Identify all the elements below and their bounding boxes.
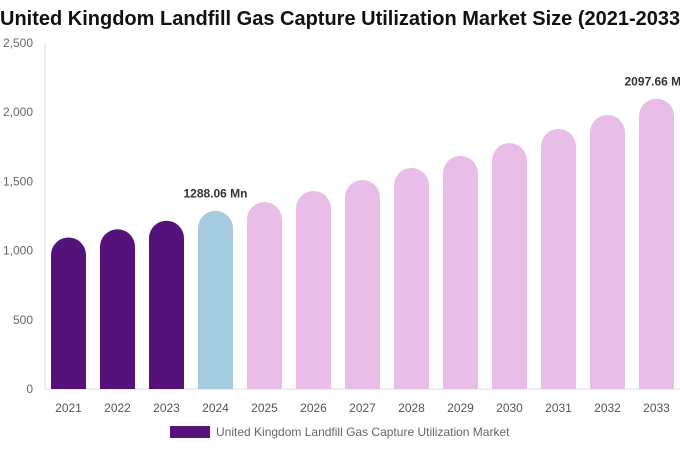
bar-2031	[541, 128, 576, 389]
x-tick-label: 2029	[447, 401, 474, 415]
bar-2025	[247, 202, 282, 389]
bar-2032	[590, 114, 625, 389]
bar-2023	[149, 220, 184, 389]
x-tick-label: 2025	[251, 401, 278, 415]
bar-2027	[345, 180, 380, 389]
bar-2029	[443, 155, 478, 389]
x-tick-label: 2028	[398, 401, 425, 415]
bar-2028	[394, 167, 429, 389]
legend-swatch	[170, 426, 210, 438]
y-tick-label: 2,500	[3, 36, 33, 50]
chart-title: United Kingdom Landfill Gas Capture Util…	[0, 8, 680, 30]
x-tick-label: 2022	[104, 401, 131, 415]
bar-2030	[492, 143, 527, 389]
data-label-2033: 2097.66 Mn	[624, 75, 680, 89]
x-tick-label: 2031	[545, 401, 572, 415]
bar-2026	[296, 190, 331, 389]
x-tick-label: 2026	[300, 401, 327, 415]
x-tick-label: 2030	[496, 401, 523, 415]
bar-2033	[639, 98, 674, 390]
x-tick-label: 2021	[55, 401, 82, 415]
x-tick-label: 2023	[153, 401, 180, 415]
y-tick-label: 500	[13, 313, 33, 327]
y-tick-label: 2,000	[3, 105, 33, 119]
y-tick-label: 1,500	[3, 174, 33, 188]
x-tick-label: 2027	[349, 401, 376, 415]
bar-2022	[100, 229, 135, 389]
legend: United Kingdom Landfill Gas Capture Util…	[170, 425, 509, 439]
x-tick-label: 2033	[643, 401, 670, 415]
legend-label: United Kingdom Landfill Gas Capture Util…	[216, 425, 510, 439]
x-tick-label: 2032	[594, 401, 621, 415]
y-tick-label: 0	[26, 382, 33, 396]
x-tick-label: 2024	[202, 401, 229, 415]
bar-2021	[51, 237, 86, 389]
data-label-2024: 1288.06 Mn	[183, 187, 247, 201]
bar-2024	[198, 210, 233, 389]
y-tick-label: 1,000	[3, 244, 33, 258]
